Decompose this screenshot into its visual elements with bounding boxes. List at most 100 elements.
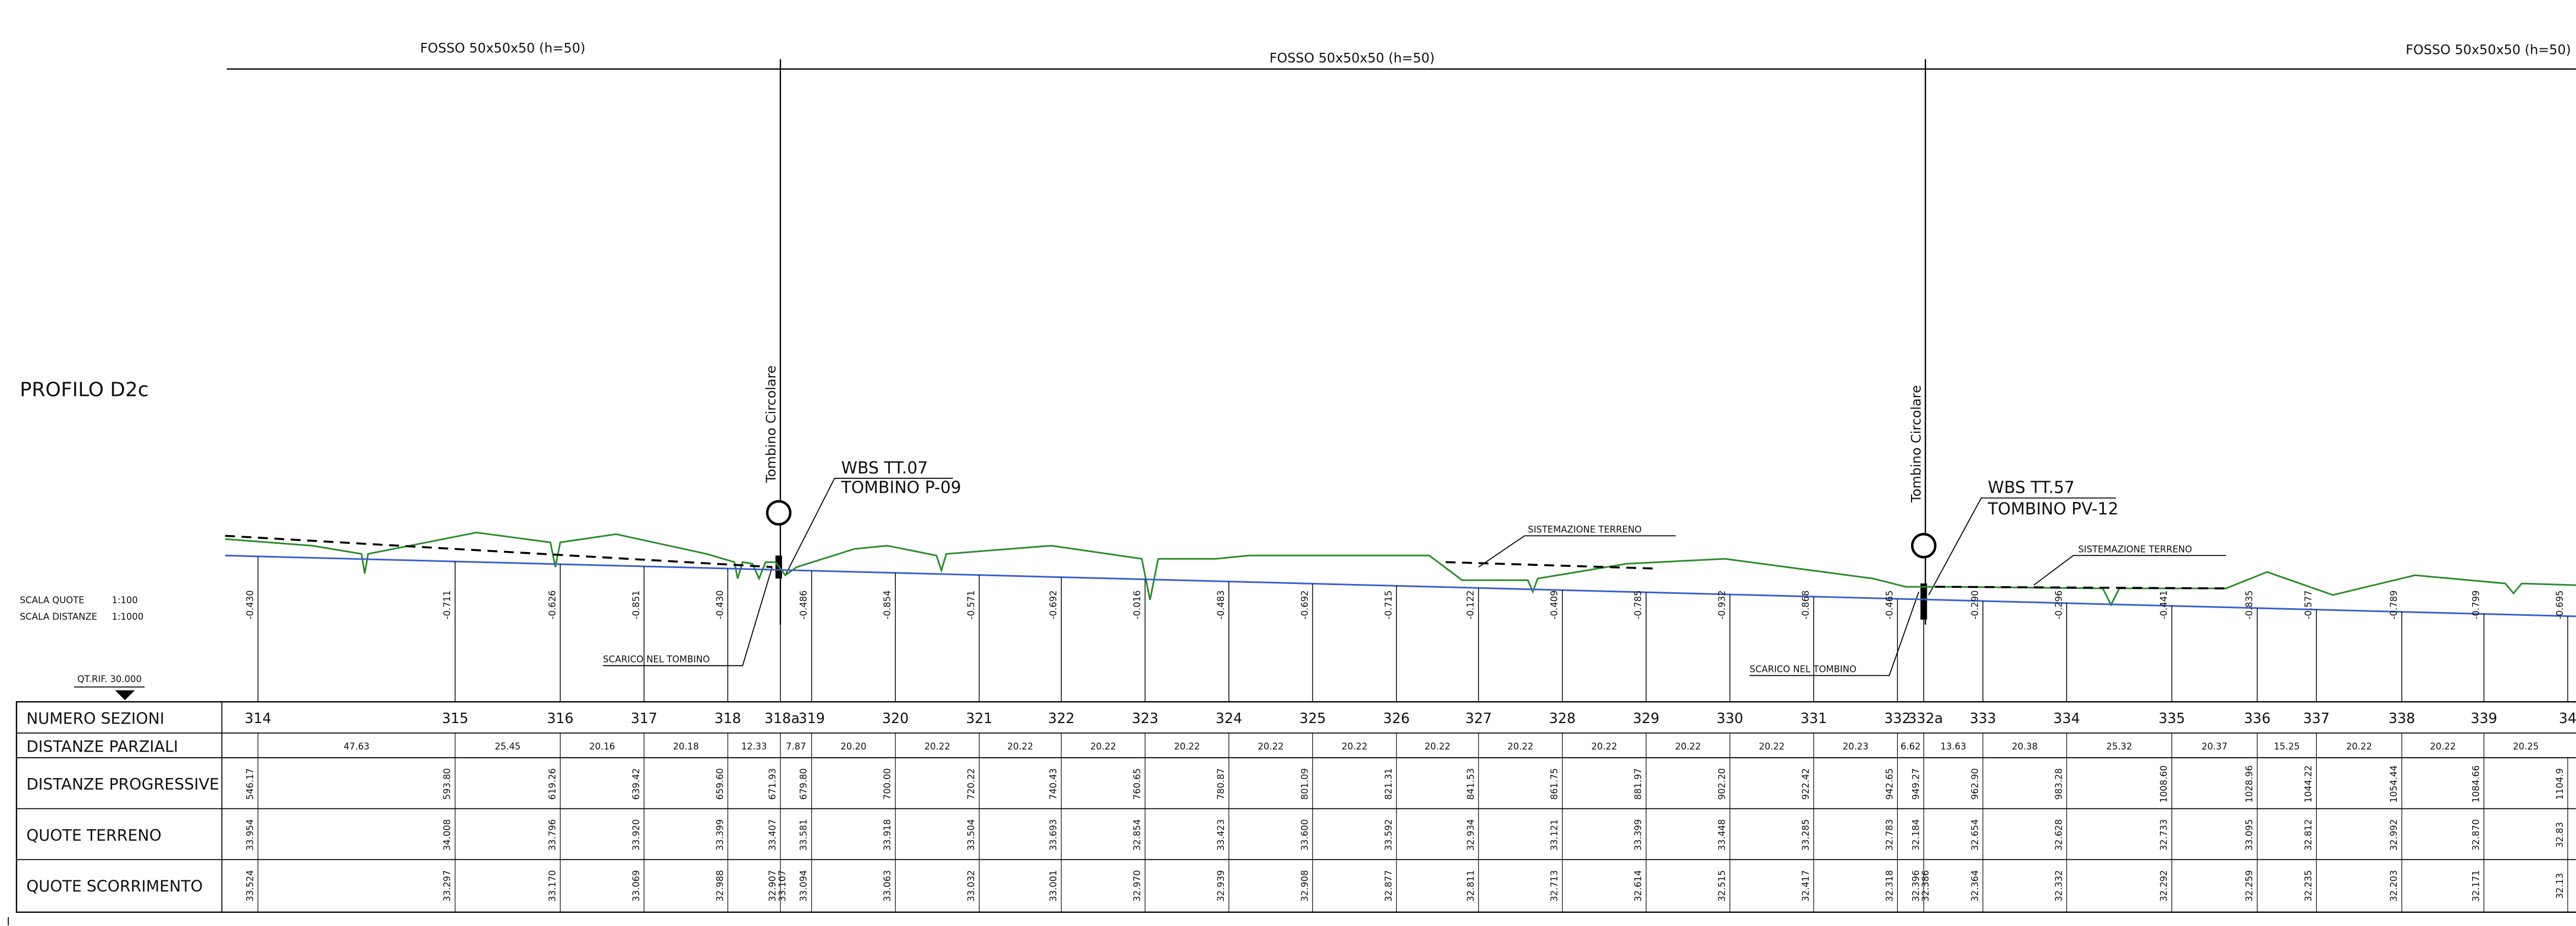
ground-elevation: 33.285 (1801, 819, 1811, 851)
ground-elevation: 32.992 (2389, 819, 2399, 851)
flow-elevation: 33.094 (799, 870, 809, 901)
section-number: 326 (1383, 710, 1410, 726)
culvert-name: TOMBINO P-09 (840, 478, 961, 498)
row-header: DISTANZE PROGRESSIVE (26, 775, 219, 793)
depth-label: -0.626 (547, 590, 557, 619)
table-frame (15, 701, 2576, 913)
ground-elevation: 33.448 (1717, 819, 1727, 851)
partial-distance: 20.22 (2346, 741, 2372, 752)
reference-label: QT.RIF. 30.000 (77, 674, 142, 684)
section-number: 315 (442, 710, 468, 726)
flow-elevation: 32.364 (1970, 870, 1980, 901)
progressive-distance: 1084.66 (2471, 765, 2481, 803)
depth-label: -0.296 (2053, 590, 2064, 619)
partial-distance: 25.45 (495, 741, 520, 752)
depth-label: -0.465 (1884, 590, 1894, 619)
flow-elevation: 32.396 (1910, 870, 1921, 901)
flow-elevation: 33.297 (442, 870, 452, 901)
row-header: QUOTE TERRENO (26, 826, 162, 845)
depth-label: -0.854 (882, 590, 893, 619)
section-number: 331 (1801, 710, 1827, 726)
note: SISTEMAZIONE TERRENO (1528, 524, 1642, 534)
row-header: NUMERO SEZIONI (26, 710, 164, 728)
depth-label: -0.409 (1549, 590, 1560, 619)
section-number: 338 (2389, 710, 2415, 726)
culvert-name: TOMBINO PV-12 (1987, 500, 2119, 519)
ground-elevation: 33.954 (245, 819, 255, 851)
progressive-distance: 1008.60 (2159, 765, 2169, 803)
ground-elevation: 32.83 (2555, 822, 2565, 848)
partial-distance: 20.22 (1258, 741, 1284, 752)
section-number: 316 (547, 710, 573, 726)
ditch-label: FOSSO 50x50x50 (h=50) (2406, 42, 2571, 58)
partial-distance: 12.33 (741, 741, 767, 752)
ground-elevation: 33.693 (1048, 819, 1059, 851)
depth-label: -0.715 (1383, 590, 1394, 619)
progressive-distance: 671.93 (767, 768, 778, 800)
depth-label: -0.799 (2471, 590, 2481, 619)
progressive-distance: 841.53 (1465, 768, 1476, 800)
flow-elevation: 32.386 (1920, 870, 1931, 901)
leader (1928, 497, 2116, 596)
table-content: NUMERO SEZIONI DISTANZE PARZIALI DISTANZE … (26, 556, 2576, 912)
ground-elevation: 33.423 (1216, 819, 1226, 851)
ground-elevation: 32.934 (1465, 819, 1476, 851)
ground-elevation: 33.920 (631, 819, 641, 851)
section-number: 337 (2303, 710, 2329, 726)
ground-elevation: 32.184 (1910, 819, 1921, 851)
flow-elevation: 33.032 (966, 870, 977, 901)
ground-elevation: 32.870 (2471, 819, 2481, 851)
outlet-label: SCARICO NEL TOMBINO (1749, 664, 1856, 674)
progressive-distance: 639.42 (631, 768, 641, 800)
depth-label: -0.695 (2555, 590, 2565, 619)
depth-label: -0.851 (631, 590, 641, 619)
section-number: 321 (966, 710, 992, 726)
depth-label: -0.571 (966, 590, 977, 619)
scale-value: 1:1000 (112, 611, 143, 622)
section-number: 314 (245, 710, 271, 726)
flow-elevation: 33.524 (245, 870, 255, 901)
partial-distance: 20.22 (1090, 741, 1116, 752)
flow-elevation: 32.417 (1801, 870, 1811, 901)
partial-distance: 20.37 (2202, 741, 2228, 752)
leader (603, 566, 773, 666)
progressive-distance: 861.75 (1549, 768, 1560, 800)
progressive-distance: 679.80 (799, 768, 809, 800)
ground-elevation: 33.407 (767, 819, 778, 851)
section-number: 329 (1633, 710, 1659, 726)
section-number: 336 (2244, 710, 2270, 726)
partial-distance: 20.18 (673, 741, 699, 752)
progressive-distance: 881.97 (1633, 768, 1643, 800)
flow-elevation: 32.614 (1633, 870, 1643, 901)
progressive-distance: 546.17 (245, 768, 255, 800)
leader (785, 477, 953, 576)
partial-distance: 47.63 (344, 741, 369, 752)
progressive-distance: 760.65 (1132, 768, 1142, 800)
partial-distance: 20.16 (589, 741, 615, 752)
ground-elevation: 32.783 (1884, 819, 1894, 851)
scale-label: SCALA DISTANZE (20, 611, 97, 622)
flow-elevation: 32.332 (2053, 870, 2064, 901)
section-number: 34 (2559, 710, 2576, 726)
depth-label: -0.430 (714, 590, 725, 619)
ground-elevation: 32.854 (1132, 819, 1142, 851)
partial-distance: 20.22 (1174, 741, 1200, 752)
flow-elevation: 32.235 (2303, 870, 2314, 901)
section-number: 332a (1908, 710, 1943, 726)
partial-distance: 20.22 (1675, 741, 1701, 752)
flow-elevation: 32.908 (1299, 870, 1310, 901)
depth-label: -0.483 (1216, 590, 1226, 619)
partial-distance: 7.87 (786, 741, 806, 752)
partial-distance: 15.25 (2274, 741, 2300, 752)
partial-distance: 20.22 (1759, 741, 1785, 752)
scale-label: SCALA QUOTE (20, 595, 84, 605)
ground-elevation: 33.399 (1633, 819, 1643, 851)
progressive-distance: 740.43 (1048, 768, 1059, 800)
flow-elevation: 32.13 (2555, 873, 2565, 899)
reference-mark (115, 690, 135, 701)
leader (1749, 591, 1920, 676)
outlet-label: SCARICO NEL TOMBINO (603, 654, 710, 665)
depth-label: -0.932 (1717, 590, 1727, 619)
